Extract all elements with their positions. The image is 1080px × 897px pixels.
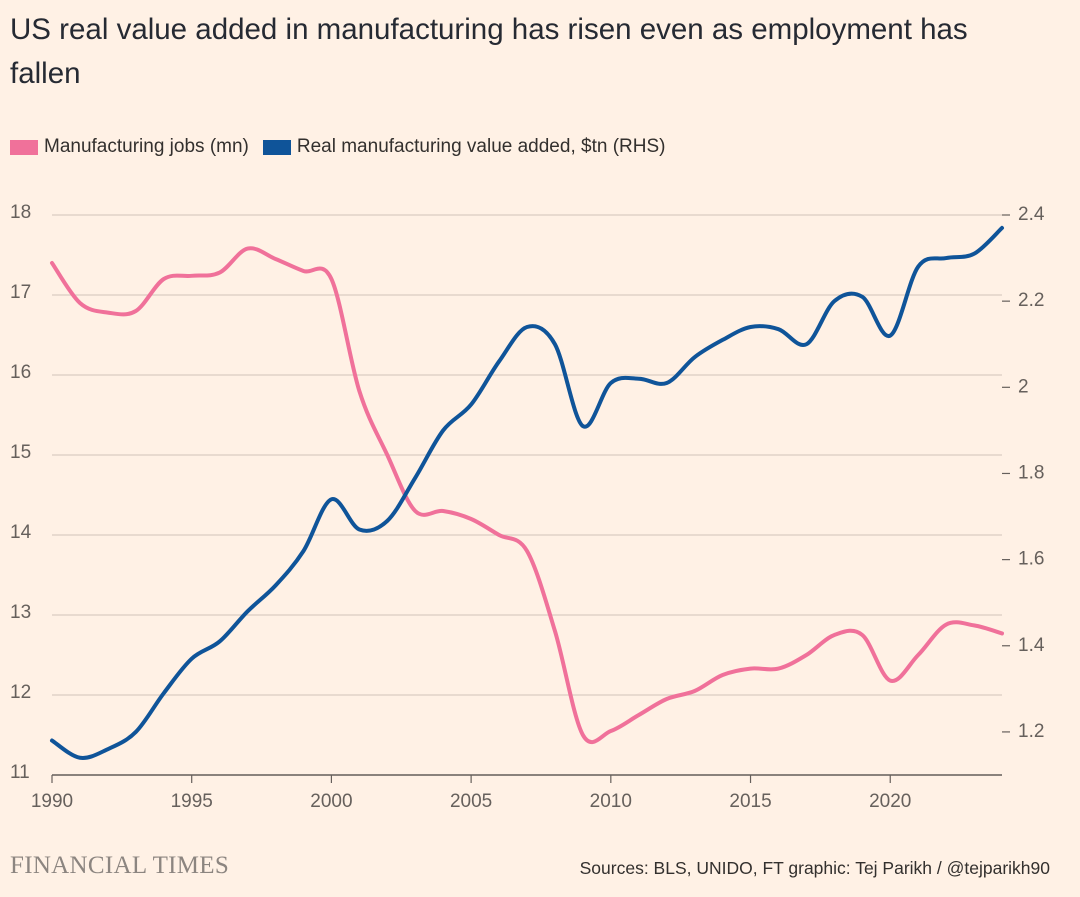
y-tick-label: 16 — [10, 362, 31, 383]
y2-tick-label: 1.6 — [1018, 549, 1044, 570]
y-tick-label: 13 — [10, 602, 31, 623]
y-tick-label: 18 — [10, 202, 31, 223]
y2-tick-label: 1.8 — [1018, 462, 1044, 483]
legend-label: Manufacturing jobs (mn) — [44, 136, 249, 157]
chart-title: US real value added in manufacturing has… — [10, 13, 968, 90]
x-tick-label: 2005 — [450, 791, 492, 812]
legend-swatch — [262, 139, 291, 155]
x-tick-label: 2020 — [869, 791, 911, 812]
source: Sources: BLS, UNIDO, FT graphic: Tej Par… — [579, 858, 1050, 878]
y2-tick-label: 1.2 — [1018, 721, 1044, 742]
legend-label: Real manufacturing value added, $tn (RHS… — [296, 136, 666, 157]
brand: FINANCIAL TIMES — [10, 852, 230, 879]
legend-entry: Real manufacturing value added, $tn (RHS… — [262, 136, 666, 158]
y2-tick-label: 2.2 — [1018, 290, 1044, 311]
legend-swatch — [10, 139, 38, 155]
legend: Manufacturing jobs (mn) Real manufacturin… — [10, 136, 665, 158]
y-tick-label: 11 — [10, 762, 30, 783]
y-tick-label: 12 — [10, 682, 31, 703]
x-tick-label: 1995 — [171, 791, 213, 812]
y-tick-label: 14 — [10, 522, 32, 543]
y2-tick-label: 2.4 — [1018, 204, 1045, 225]
x-tick-label: 2015 — [729, 791, 771, 812]
legend-entry: Manufacturing jobs (mn) — [10, 136, 249, 158]
line-series — [50, 225, 1004, 760]
y2-tick-label: 1.4 — [1018, 635, 1045, 656]
x-tick-label: 2000 — [310, 791, 352, 812]
x-tick-label: 1990 — [31, 791, 73, 812]
y2-tick-label: 2 — [1018, 376, 1029, 397]
x-tick-label: 2010 — [590, 791, 632, 812]
line-series — [50, 246, 1004, 744]
y-tick-label: 15 — [10, 442, 31, 463]
y-tick-label: 17 — [10, 282, 31, 303]
